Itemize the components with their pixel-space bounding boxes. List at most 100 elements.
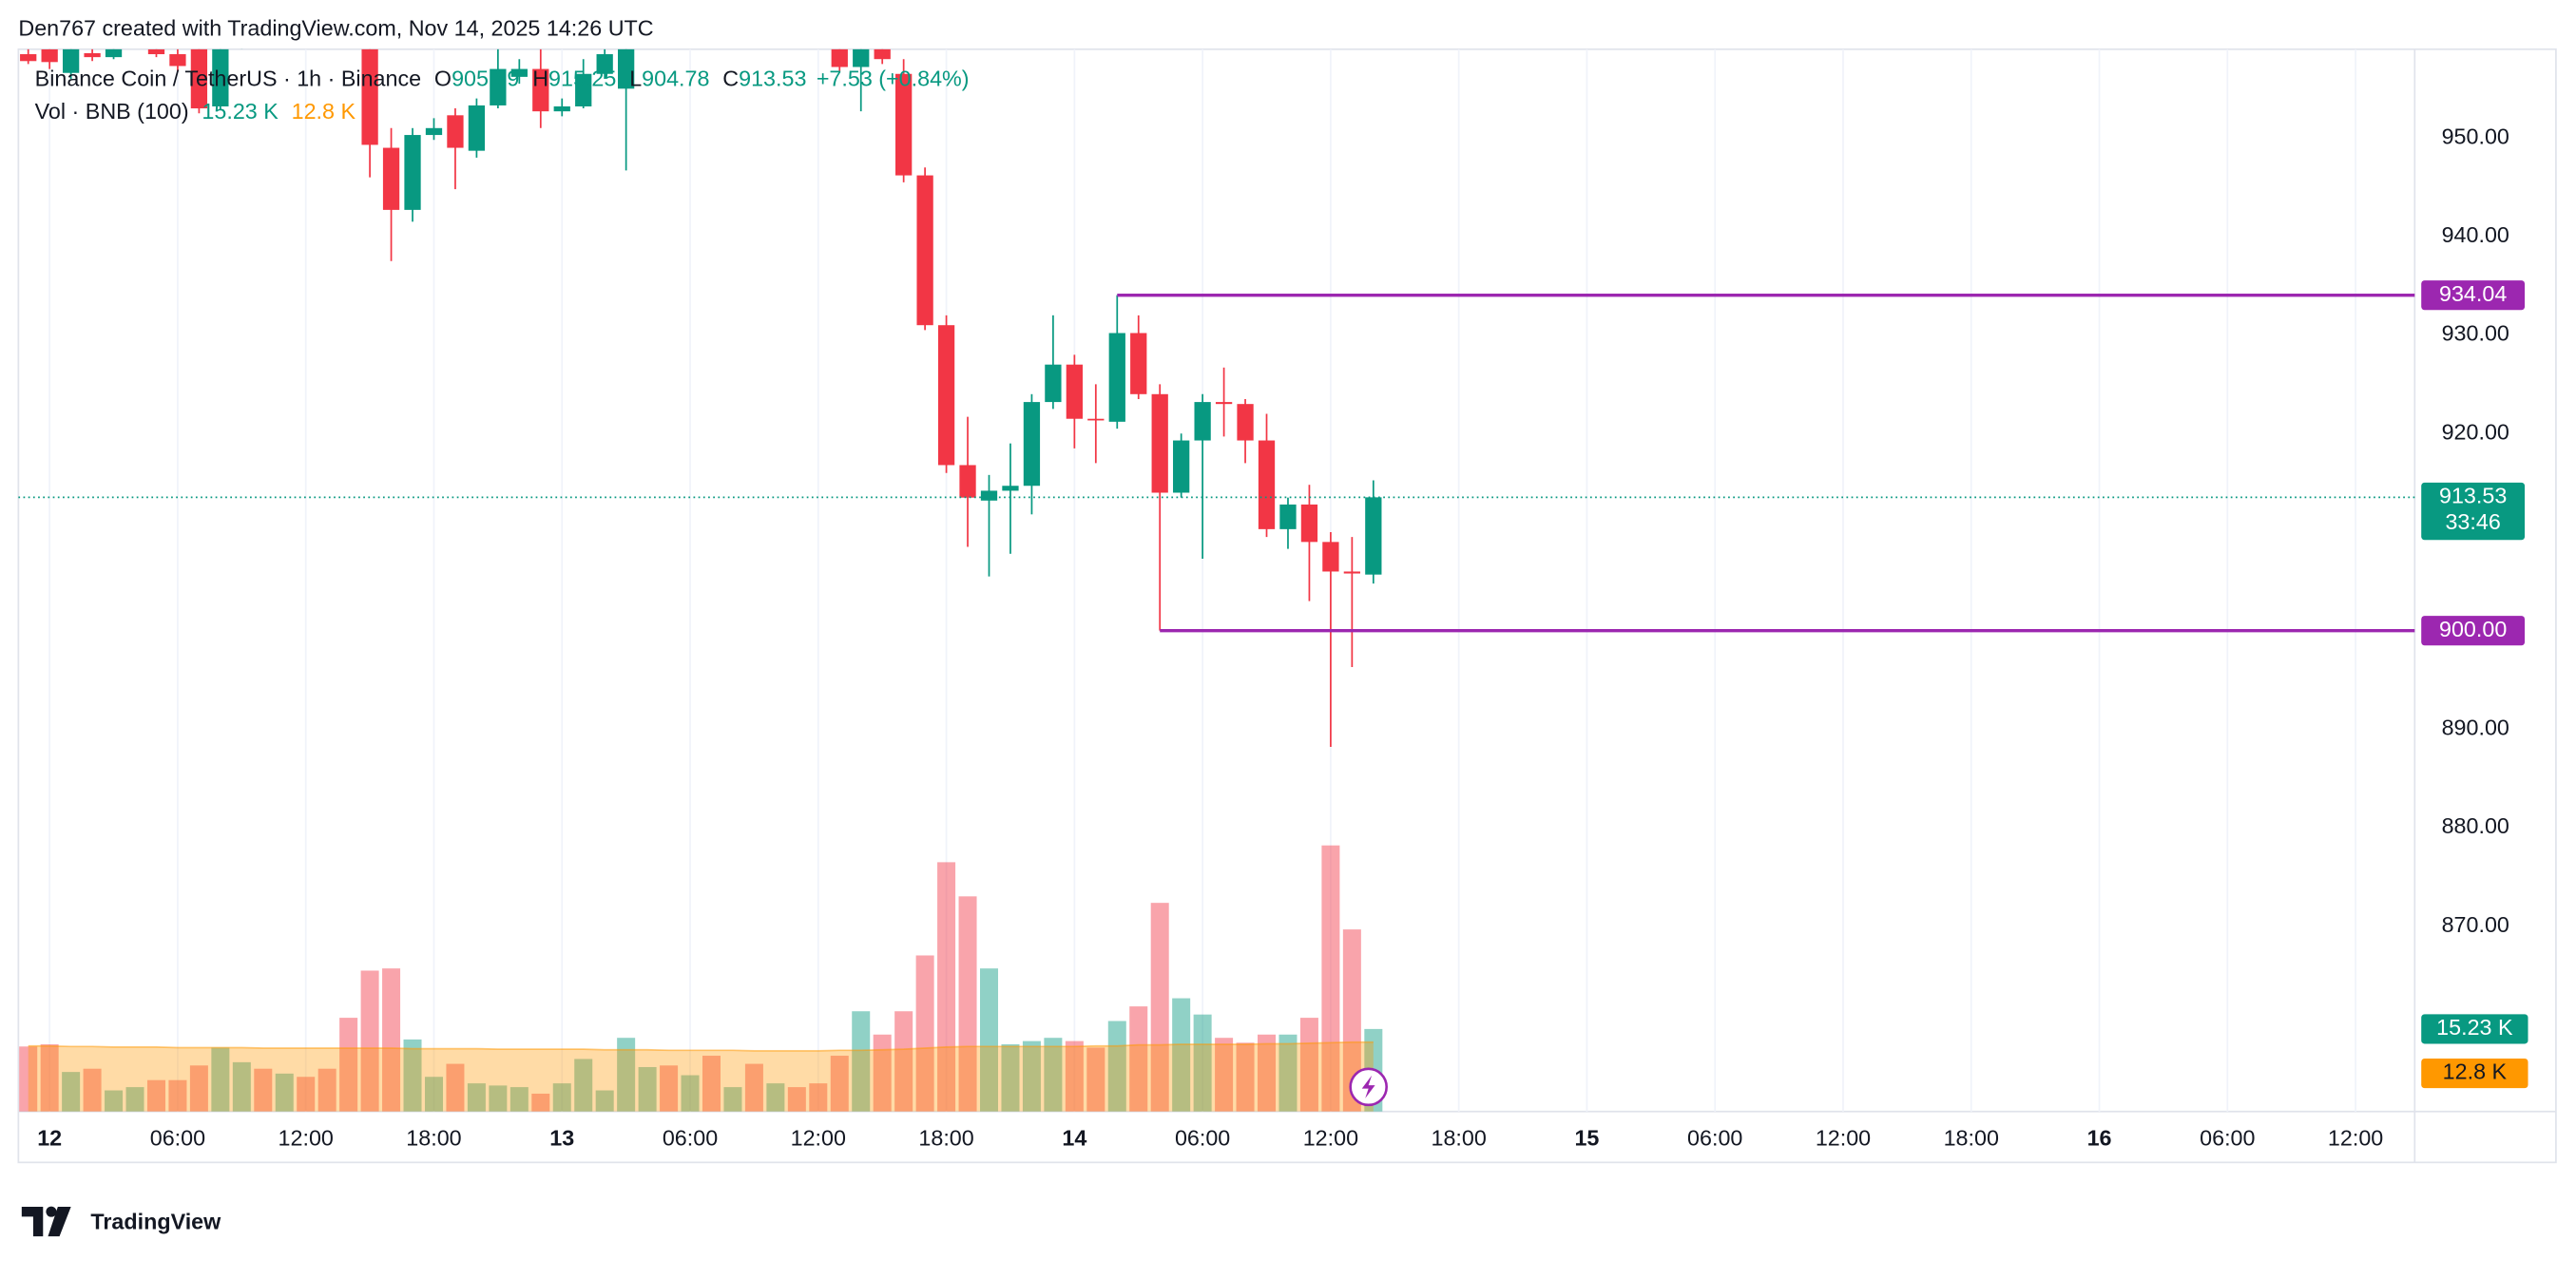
volume-bar <box>211 1047 230 1112</box>
volume-bar <box>382 968 401 1112</box>
event-icon[interactable] <box>1349 1067 1388 1107</box>
candle-body <box>1045 364 1062 403</box>
volume-bar <box>1172 998 1191 1112</box>
legend-volume-value: 15.23 K <box>202 99 279 124</box>
y-tick-label: 940.00 <box>2442 222 2509 247</box>
x-tick-label: 15 <box>1574 1125 1599 1150</box>
volume-bar <box>723 1087 742 1112</box>
volume-bar <box>660 1065 679 1112</box>
volume-bar <box>1236 1042 1255 1112</box>
volume-bar <box>339 1018 358 1112</box>
volume-bar <box>638 1066 657 1112</box>
volume-ma-area <box>28 1041 1374 1112</box>
candle-body <box>468 105 486 151</box>
candle-body <box>853 48 870 67</box>
candle-body <box>1279 504 1297 529</box>
x-tick-label: 12:00 <box>1303 1125 1358 1150</box>
volume-bar <box>702 1056 721 1112</box>
volume-bar <box>125 1087 144 1112</box>
volume-bar <box>595 1090 614 1112</box>
legend-value: 915.25 <box>548 67 616 91</box>
candle-body <box>895 73 913 176</box>
volume-bar <box>446 1063 465 1112</box>
volume-bar <box>1086 1047 1105 1112</box>
y-tick-label: 890.00 <box>2442 716 2509 740</box>
last-price-label: 913.53 <box>2439 484 2507 508</box>
y-tick-label: 880.00 <box>2442 813 2509 838</box>
volume-bar <box>275 1073 294 1112</box>
legend-value: 913.53 <box>739 67 806 91</box>
candle-body <box>382 147 400 210</box>
volume-bar <box>894 1011 913 1112</box>
candles <box>20 48 1382 748</box>
candle-body <box>1215 402 1233 405</box>
candle-body <box>20 54 37 62</box>
candle-body <box>596 54 613 74</box>
volume-bar <box>958 896 977 1112</box>
x-tick-label: 12:00 <box>1816 1125 1871 1150</box>
volume-bar <box>509 1087 529 1112</box>
volume-bar <box>1278 1034 1298 1112</box>
x-tick-label: 18:00 <box>918 1125 973 1150</box>
volume-bar <box>489 1085 508 1112</box>
candle-body <box>190 48 208 109</box>
volume-bar <box>40 1044 59 1112</box>
volume-label-box <box>2421 1014 2528 1044</box>
candle-body <box>575 73 592 106</box>
candle-body <box>532 68 549 112</box>
logo-mark <box>48 1206 71 1237</box>
brand: TradingView <box>90 1209 221 1233</box>
legend-key: L <box>629 67 642 91</box>
candle-body <box>41 48 58 63</box>
legend-value: 905.69 <box>452 67 519 91</box>
candle-body <box>1151 393 1168 493</box>
volume-bar <box>830 1056 849 1112</box>
volume-bar <box>552 1083 571 1112</box>
candle-body <box>404 135 421 210</box>
volume-bar <box>1215 1038 1234 1112</box>
volume-bar <box>1299 1018 1318 1112</box>
legend: Binance Coin / TetherUS · 1h · Binance O9… <box>35 67 970 124</box>
volume-bar <box>744 1063 763 1112</box>
volume-bar <box>317 1068 336 1112</box>
volume-bar <box>1258 1034 1277 1112</box>
x-tick-label: 16 <box>2087 1125 2112 1150</box>
event-bolt <box>1361 1075 1375 1098</box>
candle-body <box>553 105 570 112</box>
brand-logo: TradingView <box>21 1206 221 1237</box>
header: Den767 created with TradingView.com, Nov… <box>18 15 653 40</box>
volume-bar <box>617 1038 636 1112</box>
volume-bar <box>1001 1044 1020 1112</box>
last-price-box <box>2421 482 2526 541</box>
candle-body <box>105 48 123 58</box>
legend-title: Binance Coin / TetherUS · 1h · Binance <box>35 67 421 91</box>
y-tick-label: 870.00 <box>2442 912 2509 937</box>
level-label: 900.00 <box>2439 617 2507 641</box>
x-tick-label: 14 <box>1062 1125 1086 1150</box>
y-tick-label: 930.00 <box>2442 321 2509 346</box>
candle-body <box>212 48 229 106</box>
candle-body <box>980 490 998 501</box>
grid: 870.00 880.00 890.00 920.00 930.00 940.00 950.… <box>37 48 2509 1150</box>
candle-body <box>510 68 528 77</box>
legend-key: O <box>434 67 452 91</box>
volume-label: 15.23 K <box>2436 1015 2513 1040</box>
volume-bar <box>787 1087 806 1112</box>
x-tick-label: 13 <box>549 1125 574 1150</box>
level-label-box <box>2421 280 2526 311</box>
x-tick-label: 06:00 <box>2200 1125 2255 1150</box>
volume-bar <box>915 955 934 1112</box>
x-tick-label: 06:00 <box>1687 1125 1742 1150</box>
volume-bar <box>1044 1038 1063 1112</box>
volume-bar <box>1129 1006 1148 1112</box>
volume-bar <box>1150 903 1169 1112</box>
x-tick-label: 12 <box>37 1125 62 1150</box>
candle-body <box>147 48 165 55</box>
x-tick-label: 06:00 <box>150 1125 205 1150</box>
x-tick-label: 12:00 <box>2328 1125 2383 1150</box>
level-label-box <box>2421 616 2526 646</box>
